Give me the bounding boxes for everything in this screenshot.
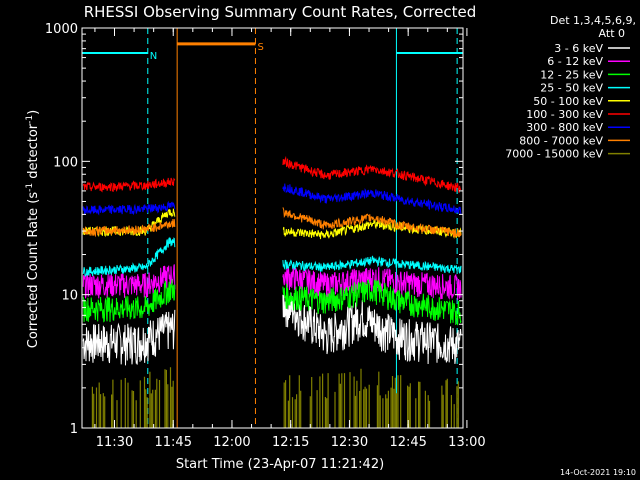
series-line-5-a	[82, 177, 176, 193]
x-axis-label: Start Time (23-Apr-07 11:21:42)	[176, 457, 384, 472]
series-line-6-a	[82, 200, 176, 216]
legend-label-7: 800 - 7000 keV	[519, 134, 603, 147]
series-line-1-a	[82, 264, 176, 299]
legend-label-8: 7000 - 15000 keV	[505, 148, 603, 161]
x-tick-label-4: 12:30	[331, 435, 368, 450]
x-tick-label-0: 11:30	[96, 435, 133, 450]
x-tick-label-1: 11:45	[155, 435, 192, 450]
x-tick-label-5: 12:45	[389, 435, 426, 450]
series-line-0-a	[82, 309, 176, 366]
y-tick-label-3: 1000	[45, 22, 78, 37]
y-tick-label-0: 1	[70, 422, 78, 437]
y-tick-label-2: 100	[53, 155, 78, 170]
x-tick-label-3: 12:15	[272, 435, 309, 450]
legend-header-line2: Att 0	[599, 27, 625, 40]
timestamp: 14-Oct-2021 19:10	[560, 468, 636, 477]
y-axis-label: Corrected Count Rate (s-1 detector-1)	[25, 110, 41, 348]
series-line-7-b	[282, 207, 462, 239]
plot-area: N S 1 10 100 1000 11:30 11:45 12:00 12:15 12:30 12:…	[45, 22, 486, 450]
legend-label-6: 300 - 800 keV	[526, 121, 603, 134]
flag-label-s: S	[257, 42, 263, 53]
x-tick-label-2: 12:00	[213, 435, 250, 450]
legend-header-line1: Det 1,3,4,5,6,9,	[550, 14, 636, 27]
legend-label-4: 50 - 100 keV	[533, 95, 603, 108]
y-axis-label-part1: Corrected Count Rate (s	[26, 192, 41, 349]
series-line-3-b	[282, 255, 462, 274]
y-axis-label-sup2: -1	[25, 115, 35, 124]
x-tick-label-6: 13:00	[448, 435, 485, 450]
series-line-8	[91, 367, 459, 428]
legend-label-5: 100 - 300 keV	[526, 108, 603, 121]
flag-label-n: N	[150, 51, 157, 62]
series-line-2-b	[282, 279, 462, 326]
chart-title: RHESSI Observing Summary Count Rates, Co…	[84, 3, 477, 21]
legend-label-2: 12 - 25 keV	[540, 68, 603, 81]
legend-label-0: 3 - 6 keV	[554, 42, 603, 55]
y-axis-label-part3: )	[26, 110, 41, 115]
legend-label-3: 25 - 50 keV	[540, 82, 603, 95]
series-line-7-a	[82, 218, 176, 238]
series-line-6-b	[282, 183, 462, 215]
y-tick-label-1: 10	[61, 289, 78, 304]
axes-frame	[81, 27, 464, 429]
y-axis-label-part2: detector	[26, 123, 41, 183]
series-line-0-b	[282, 287, 462, 365]
legend-label-1: 6 - 12 keV	[547, 55, 603, 68]
series-line-3-a	[82, 236, 176, 277]
series-line-5-b	[282, 155, 462, 193]
series-line-2-a	[82, 279, 176, 323]
y-axis-label-sup1: -1	[25, 183, 35, 192]
series-line-1-b	[282, 265, 462, 301]
